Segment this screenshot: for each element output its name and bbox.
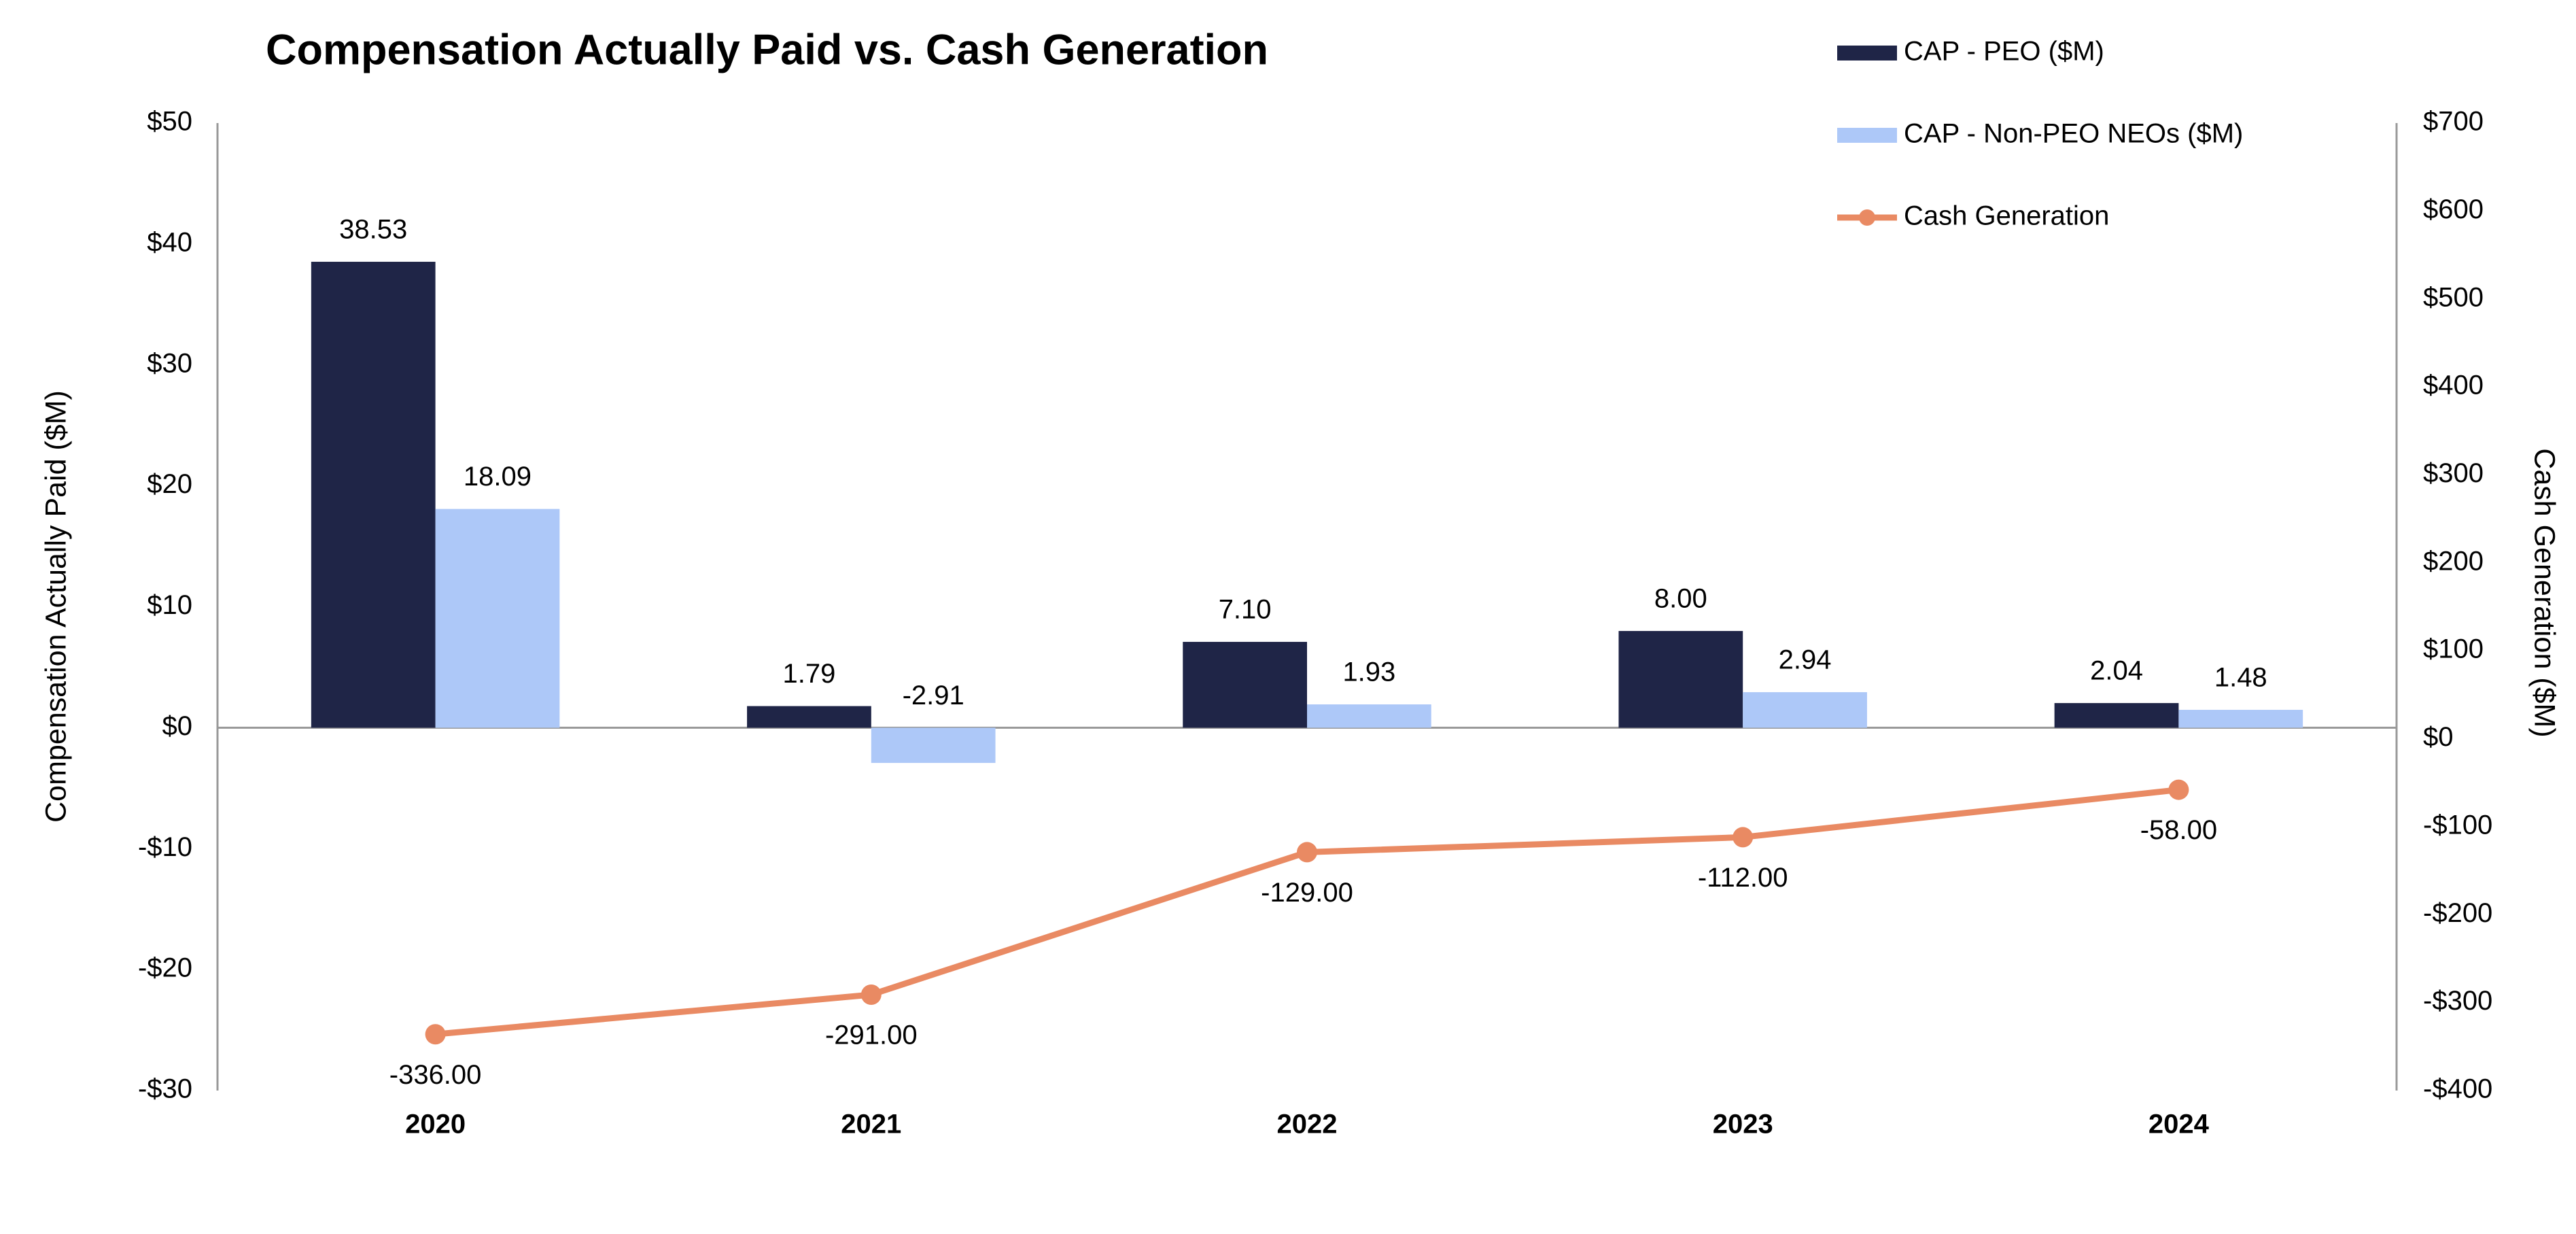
y2-tick-label: $100 [2423,634,2484,664]
bar-value-label: -2.91 [903,681,964,710]
y2-tick-label: -$300 [2423,986,2492,1016]
bar-value-label: 18.09 [464,462,532,492]
line-value-label: -291.00 [825,1021,918,1050]
x-tick-label: 2024 [2148,1110,2210,1139]
y2-tick-label: -$400 [2423,1074,2492,1104]
y2-tick-label: $700 [2423,107,2484,137]
legend-label: CAP - Non-PEO NEOs ($M) [1904,119,2243,149]
y-tick-label: $30 [147,348,192,378]
bar [311,262,436,728]
legend-swatch [1859,209,1875,226]
x-tick-label: 2021 [841,1110,901,1139]
bar-value-label: 1.93 [1342,657,1395,687]
legend-label: Cash Generation [1904,201,2109,231]
line-value-label: -58.00 [2140,815,2217,845]
line-value-label: -336.00 [389,1060,482,1090]
line-value-label: -129.00 [1261,878,1353,908]
line-point [2168,779,2189,800]
bar [435,509,560,728]
y2-tick-label: -$100 [2423,810,2492,840]
bar [1183,642,1307,728]
y2-tick-label: -$200 [2423,898,2492,928]
chart-title: Compensation Actually Paid vs. Cash Gene… [266,27,1268,74]
line [435,787,2179,1038]
bar [1743,692,1867,728]
y2-tick-label: $300 [2423,458,2484,488]
bar [2178,710,2303,728]
line-value-label: -112.00 [1698,863,1788,893]
y-tick-label: $40 [147,227,192,257]
bar-value-label: 2.04 [2090,656,2143,686]
line-point [425,1024,446,1045]
legend-label: CAP - PEO ($M) [1904,37,2104,67]
bar [1618,631,1743,728]
bar [2054,703,2179,728]
y-tick-label: $0 [162,711,193,741]
y2-tick-label: $400 [2423,371,2484,400]
x-tick-label: 2022 [1277,1110,1338,1139]
y2-tick-label: $600 [2423,194,2484,224]
x-tick-label: 2020 [405,1110,466,1139]
y-tick-label: -$30 [138,1074,192,1104]
legend-swatch [1837,128,1897,143]
bar [1307,704,1431,728]
line-point [1297,842,1317,863]
y2-tick-label: $500 [2423,282,2484,312]
y2-tick-label: $200 [2423,546,2484,576]
y-axis-title: Compensation Actually Paid ($M) [39,390,72,823]
bar-value-label: 1.79 [782,659,835,689]
y-tick-label: -$10 [138,832,192,862]
bar-value-label: 7.10 [1219,595,1272,625]
y-tick-label: $20 [147,469,192,499]
y-tick-label: -$20 [138,953,192,983]
y2-axis-title: Cash Generation ($M) [2528,448,2561,737]
legend-swatch [1837,46,1897,61]
bar [747,706,871,728]
bar-value-label: 38.53 [339,215,407,245]
y-tick-label: $10 [147,590,192,620]
line-point [1733,827,1754,848]
y2-tick-label: $0 [2423,722,2454,752]
bar-value-label: 2.94 [1779,645,1832,675]
bar-value-label: 1.48 [2214,663,2267,693]
bar [871,727,996,764]
x-tick-label: 2023 [1713,1110,1773,1139]
y-tick-label: $50 [147,107,192,137]
bar-value-label: 8.00 [1654,584,1707,614]
line-point [860,984,882,1005]
